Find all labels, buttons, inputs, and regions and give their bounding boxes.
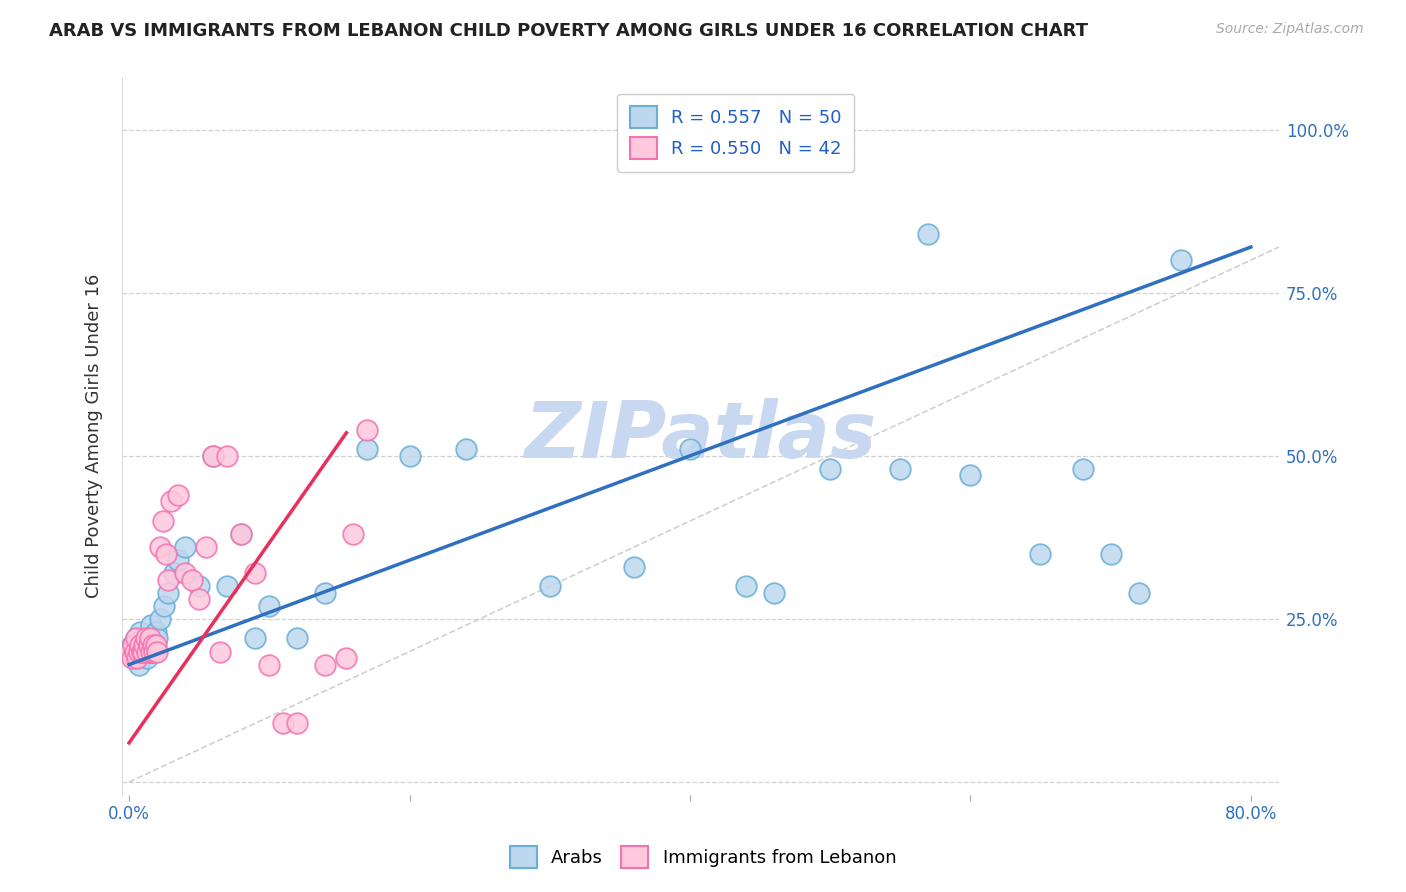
Point <box>132 644 155 658</box>
Point <box>1071 462 1094 476</box>
Point <box>152 514 174 528</box>
Point <box>125 632 148 646</box>
Point <box>1099 547 1122 561</box>
Point <box>454 442 477 457</box>
Point <box>917 227 939 241</box>
Point <box>139 644 162 658</box>
Point <box>141 644 163 658</box>
Point <box>146 644 169 658</box>
Point <box>174 566 197 581</box>
Legend: R = 0.557   N = 50, R = 0.550   N = 42: R = 0.557 N = 50, R = 0.550 N = 42 <box>617 94 855 172</box>
Point <box>128 657 150 672</box>
Point <box>157 586 180 600</box>
Point <box>121 638 143 652</box>
Point <box>818 462 841 476</box>
Point <box>121 651 143 665</box>
Point <box>735 579 758 593</box>
Point <box>959 468 981 483</box>
Point <box>120 644 142 658</box>
Point <box>889 462 911 476</box>
Point <box>163 566 186 581</box>
Point <box>335 651 357 665</box>
Point <box>135 638 157 652</box>
Point <box>132 632 155 646</box>
Point <box>679 442 702 457</box>
Point <box>124 644 146 658</box>
Point <box>141 618 163 632</box>
Point <box>145 638 167 652</box>
Text: Source: ZipAtlas.com: Source: ZipAtlas.com <box>1216 22 1364 37</box>
Point <box>195 540 218 554</box>
Point <box>153 599 176 613</box>
Point <box>139 632 162 646</box>
Point <box>231 527 253 541</box>
Point <box>231 527 253 541</box>
Point <box>285 632 308 646</box>
Point <box>142 638 165 652</box>
Point <box>356 442 378 457</box>
Point <box>128 644 150 658</box>
Point <box>160 494 183 508</box>
Point <box>127 644 149 658</box>
Point <box>342 527 364 541</box>
Point <box>129 638 152 652</box>
Point <box>314 657 336 672</box>
Point <box>145 624 167 639</box>
Point <box>188 579 211 593</box>
Point <box>136 644 159 658</box>
Point <box>122 638 145 652</box>
Point <box>763 586 786 600</box>
Point <box>136 651 159 665</box>
Point <box>131 644 153 658</box>
Point <box>202 449 225 463</box>
Point <box>138 632 160 646</box>
Point <box>131 638 153 652</box>
Point <box>1170 253 1192 268</box>
Point <box>174 540 197 554</box>
Point <box>149 540 172 554</box>
Point <box>245 632 267 646</box>
Point <box>125 632 148 646</box>
Point <box>1029 547 1052 561</box>
Point <box>167 553 190 567</box>
Point <box>143 644 166 658</box>
Point <box>314 586 336 600</box>
Text: ZIPatlas: ZIPatlas <box>524 398 876 475</box>
Point <box>356 423 378 437</box>
Legend: Arabs, Immigrants from Lebanon: Arabs, Immigrants from Lebanon <box>499 835 907 879</box>
Point <box>181 573 204 587</box>
Point <box>157 573 180 587</box>
Point <box>209 644 232 658</box>
Point <box>259 599 281 613</box>
Point <box>134 644 156 658</box>
Point <box>122 644 145 658</box>
Point <box>217 449 239 463</box>
Y-axis label: Child Poverty Among Girls Under 16: Child Poverty Among Girls Under 16 <box>86 274 103 599</box>
Point <box>127 651 149 665</box>
Point <box>124 651 146 665</box>
Point <box>245 566 267 581</box>
Point <box>138 638 160 652</box>
Point <box>538 579 561 593</box>
Point <box>143 644 166 658</box>
Point <box>135 632 157 646</box>
Point <box>271 716 294 731</box>
Point <box>149 612 172 626</box>
Point <box>188 592 211 607</box>
Point <box>134 638 156 652</box>
Point <box>623 559 645 574</box>
Point <box>259 657 281 672</box>
Point <box>398 449 420 463</box>
Point <box>202 449 225 463</box>
Text: ARAB VS IMMIGRANTS FROM LEBANON CHILD POVERTY AMONG GIRLS UNDER 16 CORRELATION C: ARAB VS IMMIGRANTS FROM LEBANON CHILD PO… <box>49 22 1088 40</box>
Point <box>1128 586 1150 600</box>
Point <box>142 638 165 652</box>
Point <box>129 624 152 639</box>
Point <box>285 716 308 731</box>
Point <box>146 632 169 646</box>
Point <box>155 547 177 561</box>
Point <box>167 488 190 502</box>
Point <box>217 579 239 593</box>
